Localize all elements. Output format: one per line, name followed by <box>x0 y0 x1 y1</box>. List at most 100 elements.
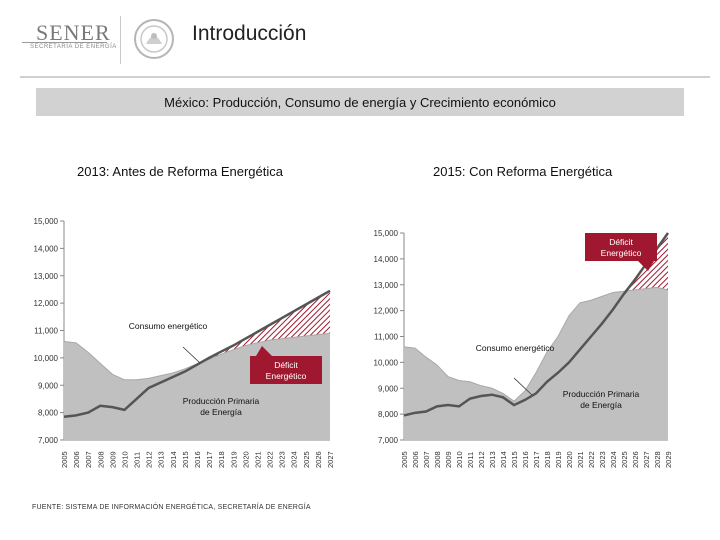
x-tick-label: 2014 <box>169 451 178 468</box>
x-tick-label: 2016 <box>521 451 530 468</box>
y-tick-label: 10,000 <box>374 358 399 367</box>
x-tick-label: 2022 <box>266 451 275 468</box>
production-label-line2: de Energía <box>200 407 242 417</box>
y-tick-label: 8,000 <box>378 410 399 419</box>
y-tick-label: 9,000 <box>38 381 59 390</box>
y-tick-label: 14,000 <box>374 255 399 264</box>
x-tick-label: 2025 <box>620 451 629 468</box>
y-tick-label: 7,000 <box>378 436 399 445</box>
x-tick-label: 2024 <box>290 451 299 468</box>
y-tick-label: 13,000 <box>34 272 59 281</box>
x-tick-label: 2026 <box>314 451 323 468</box>
y-tick-label: 12,000 <box>374 307 399 316</box>
x-tick-label: 2014 <box>499 451 508 468</box>
header-separator <box>120 16 121 64</box>
sener-logo: SENER <box>36 20 111 45</box>
x-tick-label: 2018 <box>543 451 552 468</box>
x-tick-label: 2005 <box>60 451 69 468</box>
x-tick-label: 2023 <box>598 451 607 468</box>
x-tick-label: 2027 <box>642 451 651 468</box>
x-tick-label: 2011 <box>466 452 475 468</box>
y-tick-label: 11,000 <box>34 327 58 336</box>
x-tick-label: 2015 <box>510 451 519 468</box>
slide-header: SENER SECRETARÍA DE ENERGÍA Introducción <box>0 0 720 80</box>
x-tick-label: 2025 <box>302 451 311 468</box>
deficit-label-line2: Energético <box>601 248 642 258</box>
x-tick-label: 2010 <box>120 451 129 468</box>
x-tick-label: 2028 <box>653 451 662 468</box>
x-tick-label: 2009 <box>108 451 117 468</box>
deficit-callout <box>250 346 322 384</box>
sener-logo-subtitle: SECRETARÍA DE ENERGÍA <box>30 44 117 50</box>
y-tick-label: 11,000 <box>374 333 398 342</box>
y-tick-label: 15,000 <box>34 217 59 226</box>
x-tick-label: 2007 <box>422 451 431 468</box>
x-tick-label: 2029 <box>664 451 673 468</box>
x-tick-label: 2020 <box>565 451 574 468</box>
y-tick-label: 7,000 <box>38 436 59 445</box>
x-tick-label: 2021 <box>253 451 262 468</box>
x-tick-label: 2008 <box>433 451 442 468</box>
consumption-label: Consumo energético <box>476 343 555 353</box>
deficit-callout <box>585 233 657 271</box>
deficit-label-line2: Energético <box>266 371 307 381</box>
production-area <box>64 333 330 440</box>
x-tick-label: 2007 <box>84 451 93 468</box>
y-tick-label: 9,000 <box>378 384 399 393</box>
chart-title-2013: 2013: Antes de Reforma Energética <box>77 164 283 179</box>
national-seal-icon <box>134 19 174 59</box>
x-tick-label: 2005 <box>400 451 409 468</box>
x-tick-label: 2015 <box>181 451 190 468</box>
x-tick-label: 2017 <box>532 451 541 468</box>
consumption-line <box>403 232 670 417</box>
x-tick-label: 2009 <box>444 451 453 468</box>
x-tick-label: 2012 <box>477 451 486 468</box>
x-tick-label: 2026 <box>631 451 640 468</box>
x-tick-label: 2013 <box>488 451 497 468</box>
x-tick-label: 2019 <box>554 451 563 468</box>
x-tick-label: 2016 <box>193 451 202 468</box>
section-banner: México: Producción, Consumo de energía y… <box>36 88 684 116</box>
deficit-label: Déficit <box>274 360 298 370</box>
production-label-line2: de Energía <box>580 400 622 410</box>
x-tick-label: 2010 <box>455 451 464 468</box>
x-tick-label: 2019 <box>229 451 238 468</box>
production-label: Producción Primaria <box>183 396 260 406</box>
x-tick-label: 2021 <box>576 451 585 468</box>
x-tick-label: 2022 <box>587 451 596 468</box>
y-tick-label: 13,000 <box>374 281 399 290</box>
x-tick-label: 2027 <box>326 451 335 468</box>
y-tick-label: 10,000 <box>34 354 59 363</box>
y-tick-label: 14,000 <box>34 244 59 253</box>
header-rule <box>20 76 710 78</box>
x-tick-label: 2008 <box>96 451 105 468</box>
x-tick-label: 2011 <box>133 452 142 468</box>
x-tick-label: 2020 <box>241 451 250 468</box>
x-tick-label: 2018 <box>217 451 226 468</box>
production-label: Producción Primaria <box>563 389 640 399</box>
production-line <box>63 332 331 381</box>
x-tick-label: 2006 <box>72 451 81 468</box>
consumption-line <box>63 289 331 418</box>
source-prefix: FUENTE: <box>32 504 64 511</box>
deficit-area <box>201 290 330 363</box>
page-title: Introducción <box>192 22 307 45</box>
x-tick-label: 2017 <box>205 451 214 468</box>
consumption-pointer <box>513 377 533 396</box>
chart-title-2015: 2015: Con Reforma Energética <box>433 164 613 179</box>
consumption-pointer <box>182 346 201 364</box>
source-text: SISTEMA DE INFORMACIÓN ENERGÉTICA, SECRE… <box>63 504 311 511</box>
x-tick-label: 2006 <box>411 451 420 468</box>
deficit-label: Déficit <box>609 237 633 247</box>
y-tick-label: 8,000 <box>38 409 59 418</box>
x-tick-label: 2013 <box>157 451 166 468</box>
production-area <box>404 287 668 440</box>
deficit-area <box>626 233 668 291</box>
source-note: FUENTE: SISTEMA DE INFORMACIÓN ENERGÉTIC… <box>32 504 311 511</box>
x-tick-label: 2012 <box>145 451 154 468</box>
production-line <box>403 286 669 402</box>
consumption-label: Consumo energético <box>129 321 208 331</box>
logo-divider <box>22 42 107 43</box>
